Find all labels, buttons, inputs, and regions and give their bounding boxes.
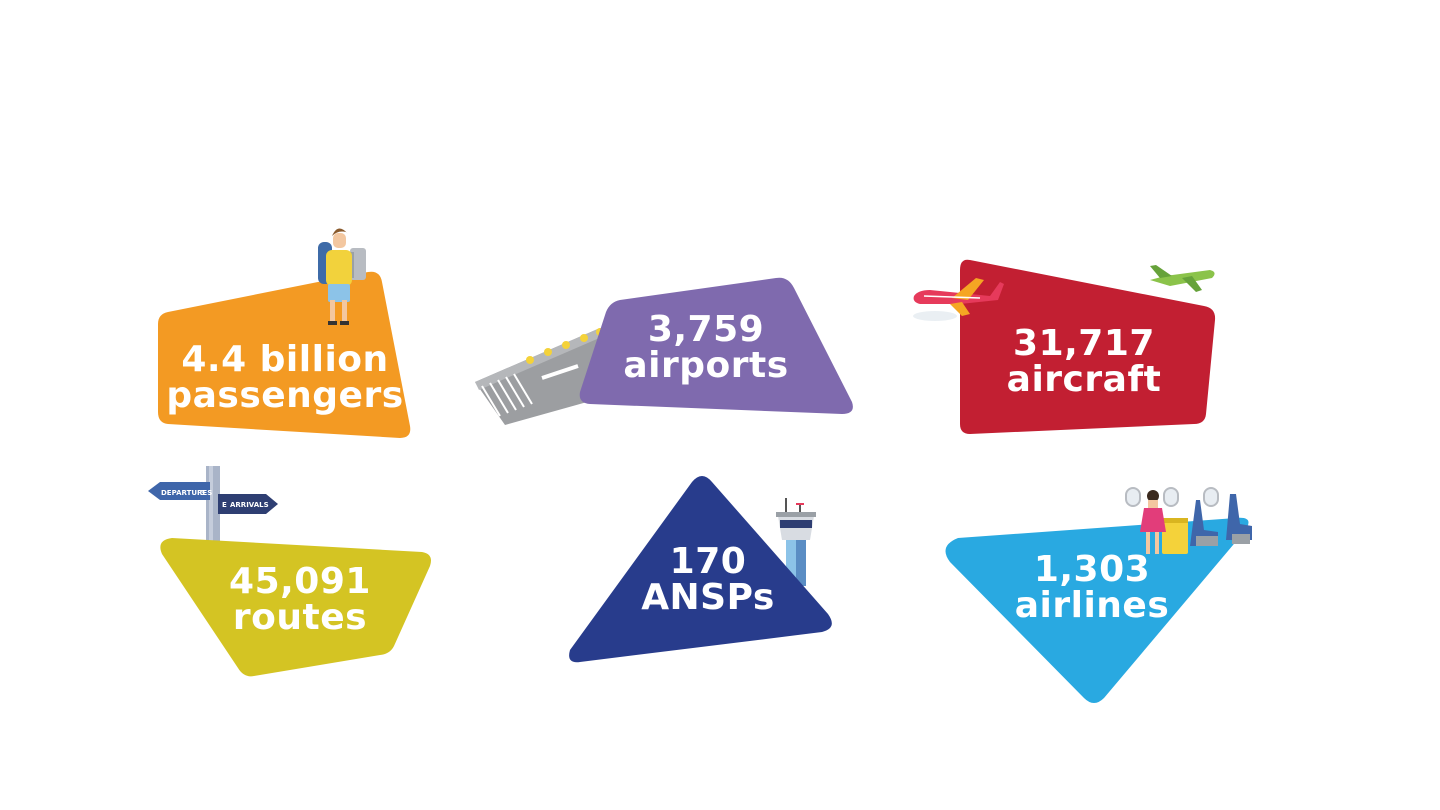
routes-shape <box>160 538 431 677</box>
ansps-label: ANSPs <box>641 577 775 618</box>
passengers-value: 4.4 billion <box>181 339 389 380</box>
ansps-value: 170 <box>669 541 747 582</box>
flight-attendant-cabin-icon <box>1125 487 1252 554</box>
aircraft-stat: 31,717 aircraft <box>984 326 1184 398</box>
airlines-shape <box>945 517 1249 703</box>
airports-stat: 3,759 airports <box>606 312 806 384</box>
departures-sign-label: DEPARTURES <box>161 489 212 497</box>
arrivals-sign-label: ARRIVALS <box>230 501 269 509</box>
airports-value: 3,759 <box>647 309 765 350</box>
ansps-stat: 170 ANSPs <box>608 544 808 616</box>
signpost-icon <box>148 466 278 546</box>
passengers-label: passengers <box>166 375 404 416</box>
arrivals-sign-badge: E <box>222 501 227 509</box>
backpacker-icon <box>318 228 366 325</box>
airlines-label: airlines <box>1014 585 1170 626</box>
ansps-shape <box>569 476 832 663</box>
aircraft-label: aircraft <box>1006 359 1162 400</box>
routes-label: routes <box>232 597 368 638</box>
routes-value: 45,091 <box>229 561 371 602</box>
departures-sign-badge: 3 <box>200 489 205 497</box>
passengers-shape <box>158 271 411 438</box>
airports-shape <box>579 277 853 414</box>
routes-stat: 45,091 routes <box>200 564 400 636</box>
aircraft-shape <box>960 259 1216 434</box>
airlines-stat: 1,303 airlines <box>992 552 1192 624</box>
green-airplane-icon <box>1150 265 1215 292</box>
aircraft-value: 31,717 <box>1013 323 1155 364</box>
airlines-value: 1,303 <box>1033 549 1151 590</box>
red-airplane-icon <box>913 278 1004 321</box>
airports-label: airports <box>623 345 789 386</box>
passengers-stat: 4.4 billion passengers <box>160 342 410 414</box>
